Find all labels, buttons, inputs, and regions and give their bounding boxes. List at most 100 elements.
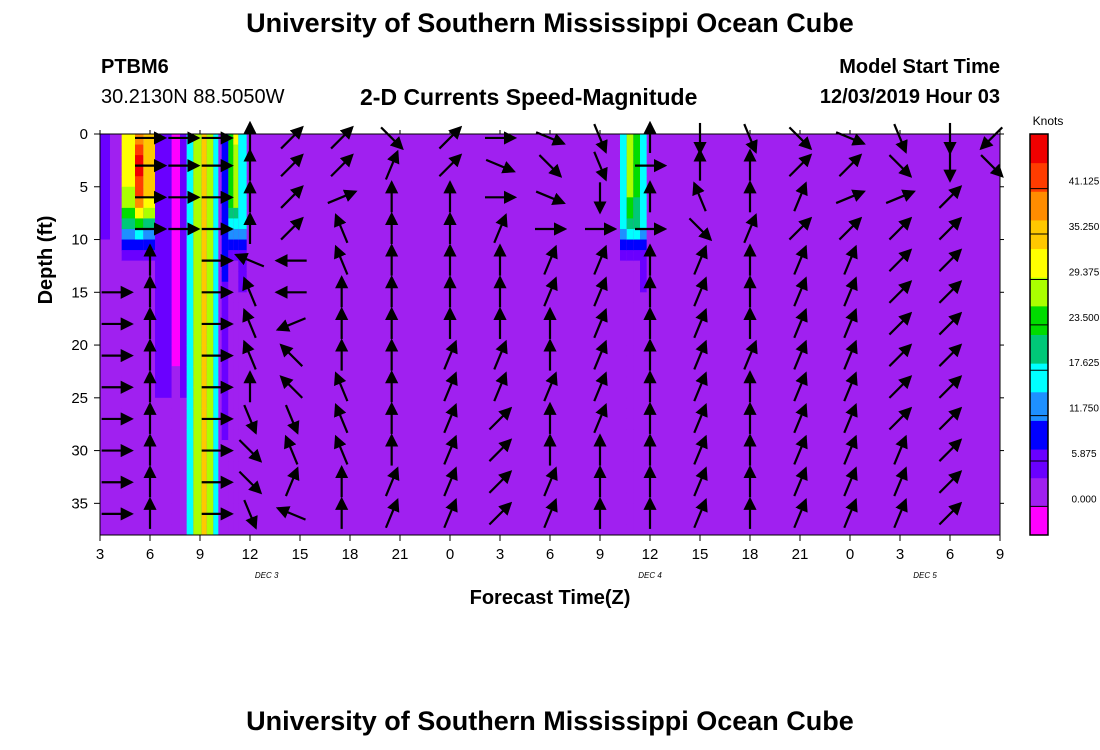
heatmap-cell	[633, 239, 640, 251]
current-vector	[743, 123, 758, 154]
heatmap-cell	[171, 144, 180, 156]
heatmap-cell	[135, 450, 144, 462]
heatmap-cell	[193, 355, 202, 367]
heatmap-cell	[640, 302, 647, 314]
heatmap-cell	[180, 155, 187, 167]
heatmap-cell	[201, 471, 207, 483]
heatmap-cell	[171, 239, 180, 251]
x-tick-label: 6	[946, 546, 954, 563]
current-vector	[888, 311, 913, 336]
heatmap-cell	[201, 207, 207, 219]
heatmap-cell	[143, 155, 155, 167]
heatmap-cell	[121, 228, 135, 241]
heatmap-cell	[626, 345, 634, 357]
heatmap-cell	[206, 397, 214, 409]
heatmap-cell	[135, 165, 144, 177]
heatmap-cell	[201, 334, 207, 346]
heatmap-cell	[228, 144, 234, 156]
heatmap-cell	[233, 524, 239, 536]
colorbar-segment	[1030, 391, 1048, 421]
heatmap-cell	[238, 503, 247, 515]
heatmap-cell	[626, 228, 634, 241]
x-tick-label: 6	[146, 546, 154, 563]
heatmap-cell	[186, 239, 194, 251]
heatmap-cell	[135, 524, 144, 536]
heatmap-cell	[233, 228, 239, 241]
heatmap-cell	[228, 260, 234, 272]
x-tick-label: 0	[446, 546, 454, 563]
heatmap-cell	[633, 397, 640, 409]
heatmap-cell	[640, 186, 647, 198]
current-vector	[284, 434, 299, 465]
heatmap-cell	[233, 165, 239, 177]
heatmap-cell	[193, 524, 202, 536]
heatmap-cell	[228, 461, 234, 473]
heatmap-cell	[180, 408, 187, 420]
date-label: DEC 5	[913, 571, 937, 580]
heatmap-cell	[193, 450, 202, 462]
current-vector	[888, 406, 913, 431]
current-vector	[843, 371, 858, 402]
heatmap-cell	[193, 281, 202, 293]
heatmap-cell	[620, 271, 627, 283]
current-vector	[688, 217, 713, 242]
heatmap-cell	[620, 397, 627, 409]
heatmap-cell	[633, 334, 640, 346]
heatmap-cell	[110, 260, 122, 272]
heatmap-cell	[121, 250, 135, 262]
colorbar-segment	[1030, 420, 1048, 450]
heatmap-cell	[221, 281, 229, 293]
y-tick-label: 25	[71, 390, 88, 407]
heatmap-cell	[135, 176, 144, 188]
current-vector	[275, 506, 306, 521]
y-tick-label: 20	[71, 337, 88, 354]
heatmap-cell	[620, 176, 627, 188]
current-vector	[838, 216, 863, 241]
heatmap-cell	[626, 323, 634, 335]
heatmap-cell	[620, 482, 627, 494]
heatmap-cell	[201, 397, 207, 409]
heatmap-cell	[626, 218, 634, 230]
heatmap-cell	[221, 482, 229, 494]
heatmap-cell	[201, 218, 207, 230]
heatmap-cell	[233, 513, 239, 525]
heatmap-cell	[201, 239, 207, 251]
heatmap-cell	[180, 513, 187, 525]
heatmap-cell	[626, 482, 634, 494]
heatmap-cell	[228, 313, 234, 325]
heatmap-cell	[238, 186, 247, 198]
heatmap-cell	[228, 228, 234, 241]
heatmap-cell	[100, 334, 110, 346]
current-vector	[888, 216, 913, 241]
current-vector	[743, 339, 758, 370]
x-axis-label: Forecast Time(Z)	[470, 587, 631, 609]
heatmap-cell	[193, 165, 202, 177]
heatmap-cell	[633, 471, 640, 483]
heatmap-cell	[221, 397, 229, 409]
current-vector	[593, 244, 608, 275]
heatmap-cell	[143, 218, 155, 230]
heatmap-cell	[110, 524, 122, 536]
colorbar-segment	[1030, 506, 1048, 536]
heatmap-cell	[640, 492, 647, 504]
x-tick-label: 15	[292, 546, 309, 563]
current-vector	[488, 501, 513, 526]
current-vector	[493, 371, 508, 402]
y-axis-label: Depth (ft)	[35, 216, 57, 305]
heatmap-cell	[110, 397, 122, 409]
heatmap-cell	[633, 176, 640, 188]
heatmap-cell	[100, 239, 110, 251]
heatmap-cell	[193, 334, 202, 346]
current-vector	[334, 244, 349, 275]
heatmap-cell	[110, 218, 122, 230]
station-id: PTBM6	[101, 56, 169, 78]
heatmap-cell	[238, 355, 247, 367]
heatmap-cell	[180, 429, 187, 441]
heatmap-cell	[620, 292, 627, 304]
heatmap-cell	[213, 302, 219, 314]
current-vector	[593, 403, 608, 434]
heatmap-cell	[201, 176, 207, 188]
current-vector	[788, 126, 813, 151]
heatmap-cell	[100, 471, 110, 483]
heatmap-cell	[135, 387, 144, 399]
